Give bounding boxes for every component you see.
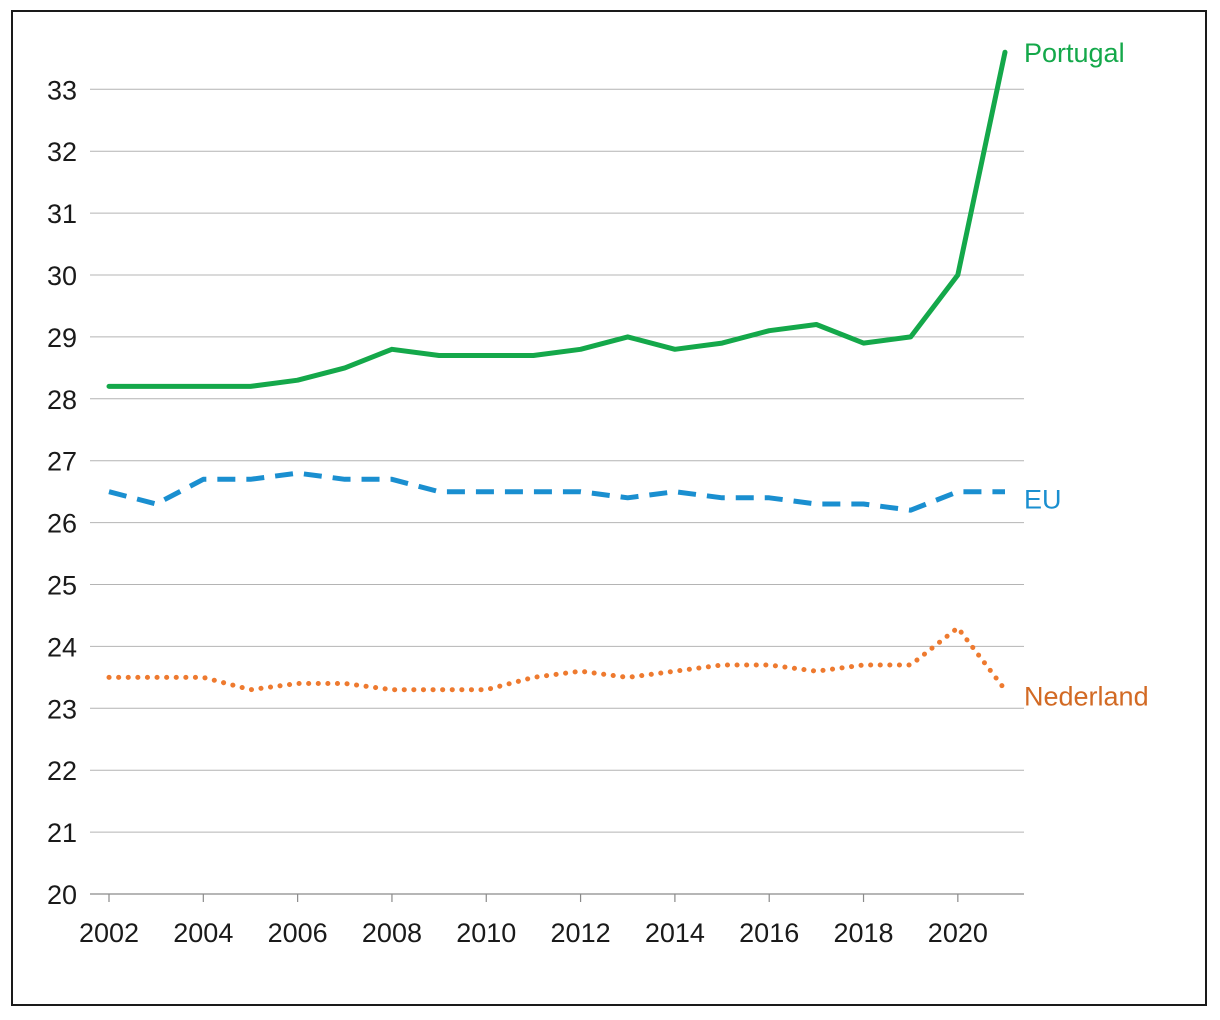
- series-line-portugal: [106, 49, 1008, 389]
- x-tick-label: 2018: [833, 918, 893, 948]
- series-line-eu: [108, 470, 1005, 513]
- x-tick-label: 2002: [79, 918, 139, 948]
- x-tick-label: 2014: [645, 918, 705, 948]
- x-tick-label: 2006: [268, 918, 328, 948]
- series-label-portugal: Portugal: [1024, 38, 1125, 68]
- y-tick-label: 31: [47, 199, 77, 229]
- x-tick-label: 2012: [551, 918, 611, 948]
- y-tick-label: 28: [47, 385, 77, 415]
- x-tick-label: 2020: [928, 918, 988, 948]
- x-tick-label: 2008: [362, 918, 422, 948]
- series-label-nederland: Nederland: [1024, 682, 1149, 712]
- y-tick-label: 29: [47, 323, 77, 353]
- chart-frame: [11, 10, 1207, 1006]
- x-tick-label: 2010: [456, 918, 516, 948]
- series-line-nederland: [106, 625, 1008, 693]
- y-tick-label: 24: [47, 632, 77, 662]
- x-tick-label: 2016: [739, 918, 799, 948]
- y-tick-label: 22: [47, 756, 77, 786]
- y-tick-label: 26: [47, 509, 77, 539]
- y-tick-label: 27: [47, 447, 77, 477]
- series-labels: Portugal EU Nederland: [1024, 38, 1149, 712]
- y-tick-label: 25: [47, 571, 77, 601]
- x-axis-ticks: 2002 2004 2006 2008 2010 2012 2014 2016 2018 2020: [79, 894, 988, 948]
- y-axis-ticks: 20 21 22 23 24 25 26 27 28 29 30 31 32 33: [47, 75, 77, 910]
- y-tick-label: 30: [47, 261, 77, 291]
- y-tick-label: 32: [47, 137, 77, 167]
- y-tick-label: 21: [47, 818, 77, 848]
- series-lines: [106, 49, 1008, 693]
- x-tick-label: 2004: [173, 918, 233, 948]
- y-tick-label: 33: [47, 75, 77, 105]
- y-tick-label: 20: [47, 880, 77, 910]
- gridlines: [90, 88, 1024, 833]
- series-label-eu: EU: [1024, 485, 1062, 515]
- y-tick-label: 23: [47, 694, 77, 724]
